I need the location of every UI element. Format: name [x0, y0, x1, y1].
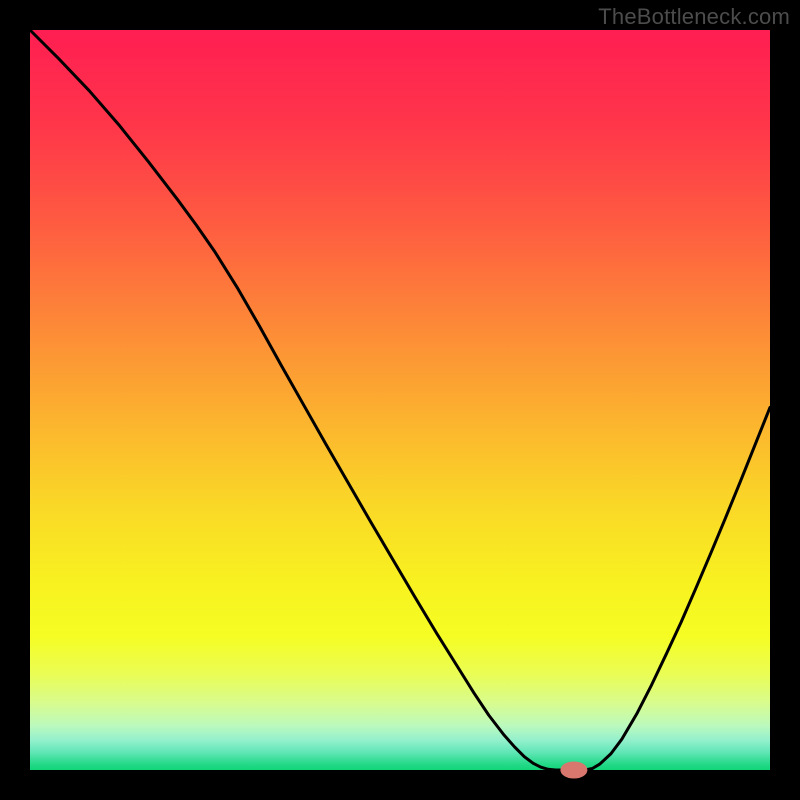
- bottleneck-chart: [0, 0, 800, 800]
- watermark-text: TheBottleneck.com: [598, 4, 790, 30]
- plot-gradient-background: [30, 30, 770, 770]
- optimum-marker: [561, 762, 587, 778]
